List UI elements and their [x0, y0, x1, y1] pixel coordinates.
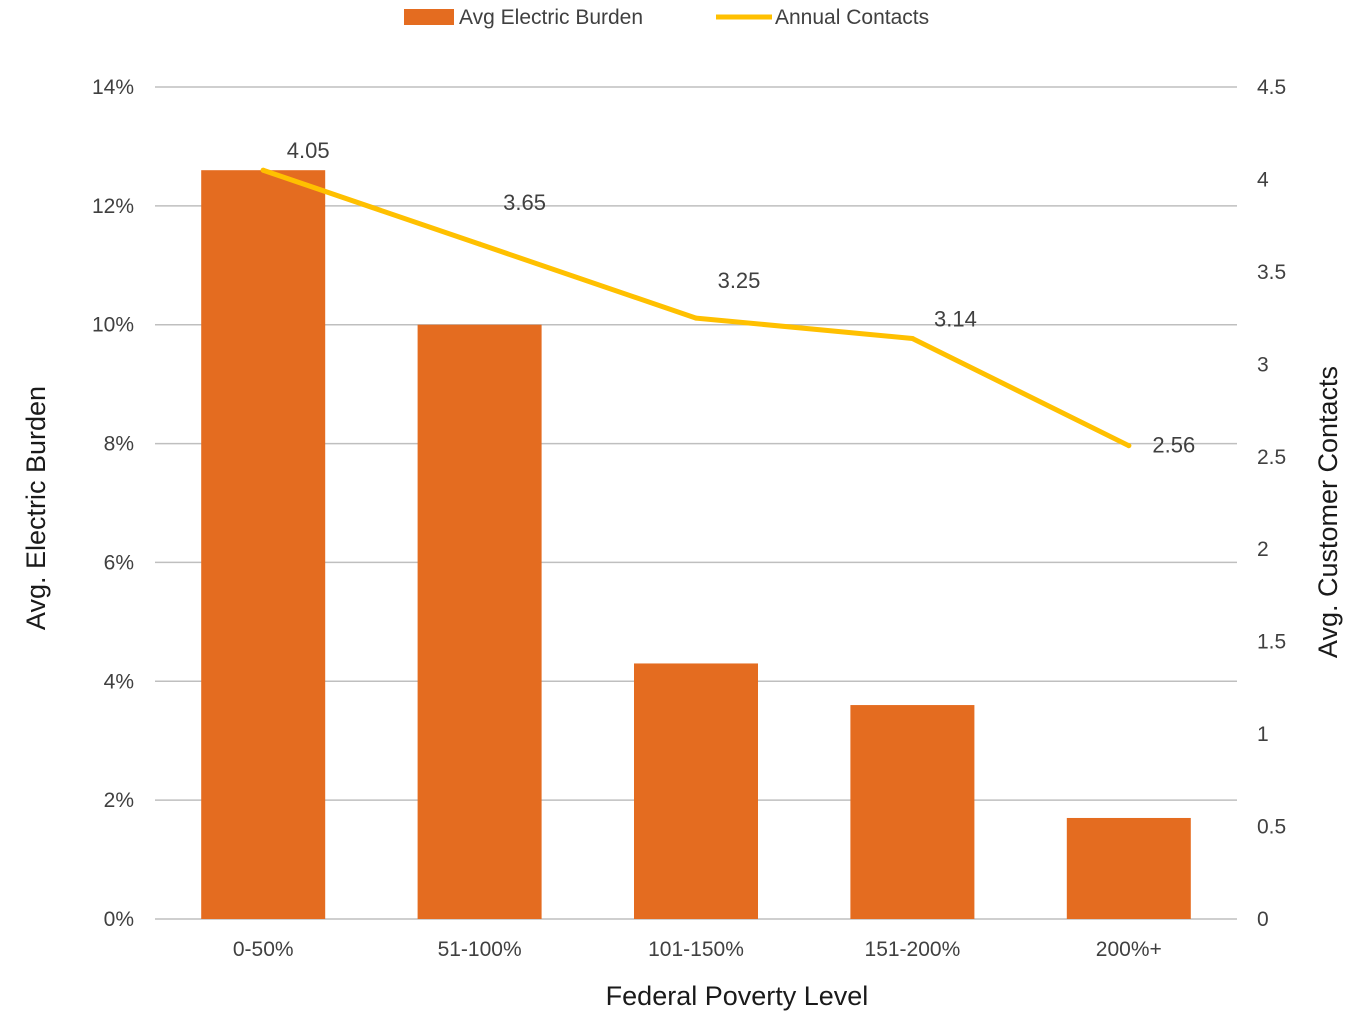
- y-tick-label: 10%: [92, 314, 134, 337]
- line-point: [260, 167, 266, 173]
- left-axis-ticks: 0% 2% 4% 6% 8% 10% 12% 14%: [92, 76, 134, 931]
- bar: [201, 170, 326, 919]
- y-tick-label: 2%: [104, 789, 134, 812]
- right-axis-ticks: 0 0.5 1 1.5 2 2.5 3 3.5 4 4.5: [1257, 76, 1286, 931]
- line-point: [477, 241, 483, 247]
- data-label: 3.65: [503, 190, 546, 215]
- y2-axis-title: Avg. Customer Contacts: [1313, 366, 1343, 658]
- y2-tick-label: 3: [1257, 353, 1269, 376]
- y-tick-label: 0%: [104, 908, 134, 931]
- data-label: 3.25: [718, 268, 761, 293]
- y-tick-label: 8%: [104, 433, 134, 456]
- y2-tick-label: 2: [1257, 538, 1269, 561]
- y-tick-label: 6%: [104, 551, 134, 574]
- line-point: [693, 315, 699, 321]
- y2-tick-label: 2.5: [1257, 446, 1286, 469]
- line-series: 4.05 3.65 3.25 3.14 2.56: [260, 138, 1195, 458]
- series-line: [260, 167, 1132, 449]
- x-tick-label: 51-100%: [438, 938, 522, 961]
- y2-tick-label: 4: [1257, 168, 1269, 191]
- line-point: [909, 335, 915, 341]
- y2-tick-label: 4.5: [1257, 76, 1286, 99]
- line-point: [1126, 443, 1132, 449]
- y2-tick-label: 0: [1257, 908, 1269, 931]
- legend: Avg Electric Burden Annual Contacts: [404, 6, 929, 29]
- x-axis-ticks: 0-50% 51-100% 101-150% 151-200% 200%+: [233, 938, 1162, 961]
- y-axis-title: Avg. Electric Burden: [21, 386, 51, 630]
- y2-tick-label: 0.5: [1257, 816, 1286, 839]
- bar-series: [201, 170, 1191, 919]
- y-tick-label: 12%: [92, 195, 134, 218]
- data-label: 2.56: [1152, 433, 1195, 458]
- y-tick-label: 14%: [92, 76, 134, 99]
- legend-label-annual-contacts: Annual Contacts: [775, 6, 929, 29]
- legend-label-avg-electric-burden: Avg Electric Burden: [459, 6, 643, 29]
- y-tick-label: 4%: [104, 670, 134, 693]
- x-axis-title: Federal Poverty Level: [606, 981, 869, 1011]
- x-tick-label: 0-50%: [233, 938, 294, 961]
- bar: [1066, 817, 1191, 919]
- legend-swatch-avg-electric-burden: [404, 9, 454, 25]
- data-label: 4.05: [287, 138, 330, 163]
- x-tick-label: 200%+: [1096, 938, 1162, 961]
- x-tick-label: 101-150%: [648, 938, 744, 961]
- y2-tick-label: 1.5: [1257, 631, 1286, 654]
- y2-tick-label: 3.5: [1257, 261, 1286, 284]
- bar: [850, 705, 975, 919]
- gridlines: [155, 86, 1237, 920]
- data-label: 3.14: [934, 306, 977, 331]
- bar: [417, 324, 542, 919]
- bar: [634, 663, 758, 919]
- y2-tick-label: 1: [1257, 723, 1269, 746]
- x-tick-label: 151-200%: [865, 938, 961, 961]
